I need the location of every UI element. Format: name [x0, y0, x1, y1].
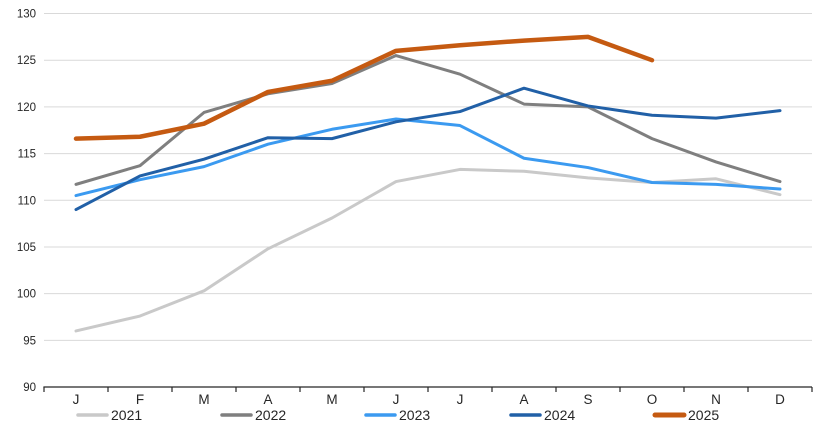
series-line-2024 — [74, 86, 782, 212]
x-axis-month-label: J — [73, 392, 80, 407]
series-line-2025 — [73, 34, 655, 141]
legend-label-2022: 2022 — [255, 407, 286, 423]
y-axis-tick-label: 100 — [17, 289, 36, 301]
legend-label-2024: 2024 — [544, 407, 575, 423]
x-axis-month-label: N — [711, 392, 721, 407]
series-line-2021 — [74, 167, 782, 333]
x-axis-month-label: J — [457, 392, 464, 407]
y-axis-tick-label: 90 — [23, 382, 36, 394]
x-axis-month-label: J — [393, 392, 400, 407]
x-axis-month-label: F — [136, 392, 144, 407]
y-axis-tick-label: 120 — [17, 102, 36, 114]
x-axis-month-label: M — [326, 392, 337, 407]
x-axis-month-label: S — [583, 392, 592, 407]
y-axis-tick-label: 125 — [17, 55, 36, 67]
legend-label-2025: 2025 — [688, 407, 719, 423]
y-axis-tick-label: 95 — [23, 335, 36, 347]
y-axis-tick-label: 110 — [18, 195, 36, 207]
x-axis-month-label: O — [647, 392, 658, 407]
series-line-2022 — [74, 54, 782, 186]
x-axis-month-label: D — [775, 392, 785, 407]
x-axis-month-label: A — [519, 392, 528, 407]
x-axis-month-label: M — [198, 392, 209, 407]
legend-label-2023: 2023 — [399, 407, 430, 423]
legend-label-2021: 2021 — [111, 407, 142, 423]
y-axis-tick-label: 130 — [17, 9, 36, 21]
y-axis-tick-label: 105 — [17, 242, 36, 254]
x-axis-month-label: A — [263, 392, 272, 407]
series-line-2023 — [74, 117, 782, 198]
y-axis-tick-label: 115 — [18, 149, 36, 161]
